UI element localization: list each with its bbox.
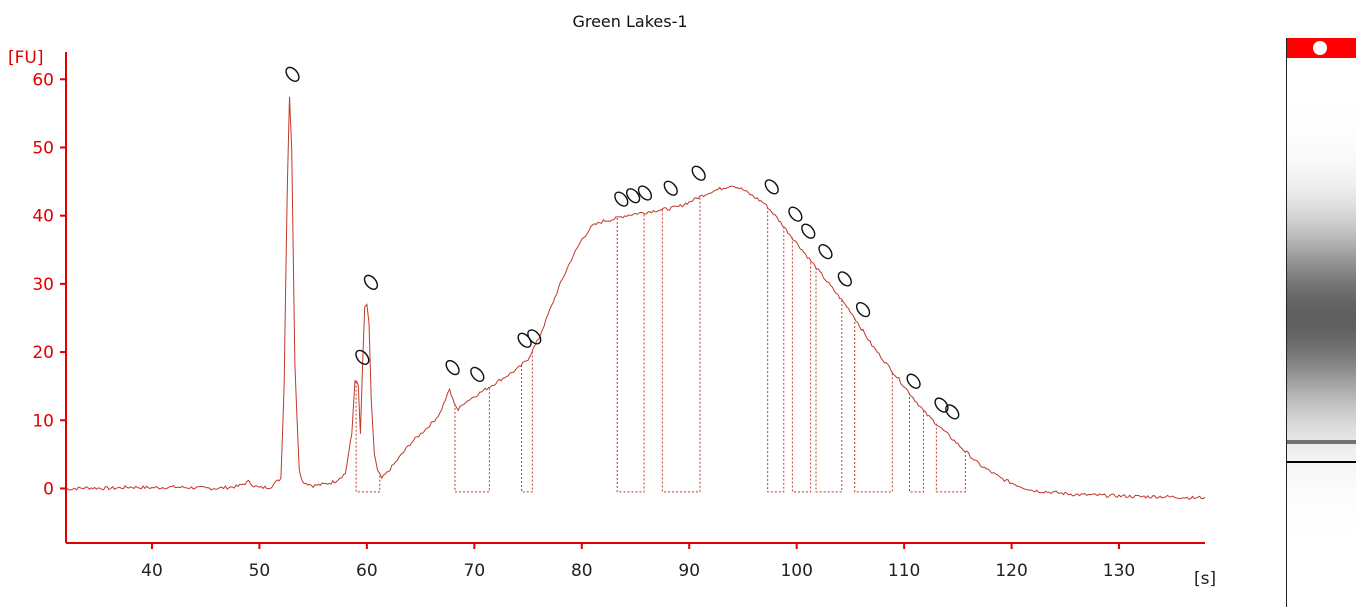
integration-window-10 [909,392,924,493]
peak-markers [285,66,960,420]
integration-window-8 [815,267,843,493]
marker-dot-icon [1313,41,1327,55]
peak-marker-2 [355,349,370,365]
peak-marker-13 [764,179,779,195]
integration-window-6 [767,207,785,493]
gel-band-2 [1287,440,1356,444]
x-axis-label: [s] [1194,569,1216,589]
y-tick-label-50: 50 [32,138,54,158]
peak-marker-15 [801,223,816,239]
peak-marker-7 [527,329,542,345]
y-tick-label-10: 10 [32,411,54,431]
integration-window-1 [355,381,381,493]
axes: 0 10 20 30 40 50 60 40 50 60 70 80 90 100 110 120 130 [32,52,1205,581]
y-tick-label-60: 60 [32,70,54,90]
peak-marker-5 [470,366,485,383]
peak-marker-14 [788,206,803,222]
integration-window-3 [521,350,533,493]
chart-title: Green Lakes-1 [572,12,688,31]
gel-lane-bands [1287,58,1356,578]
peak-marker-16 [818,244,833,260]
x-tick-label-50: 50 [249,561,271,581]
x-tick-label-80: 80 [571,561,593,581]
peak-marker-8 [614,191,629,207]
peak-marker-21 [945,404,960,420]
y-axis-label: [FU] [8,48,44,68]
peak-marker-1 [285,66,300,82]
x-tick-label-60: 60 [356,561,378,581]
x-tick-label-40: 40 [141,561,163,581]
peak-marker-11 [663,180,678,196]
electropherogram-plot: 0 10 20 30 40 50 60 40 50 60 70 80 90 100 110 120 130 [F… [8,48,1216,589]
signal-trace-group [65,96,1206,500]
x-tick-label-120: 120 [995,561,1027,581]
peak-marker-3 [363,274,379,290]
integration-windows [355,196,966,493]
y-tick-label-30: 30 [32,275,54,295]
peak-marker-17 [837,271,852,287]
integration-window-4 [616,212,645,493]
integration-window-2 [454,386,490,493]
y-tick-label-20: 20 [32,343,54,363]
peak-marker-4 [445,359,460,376]
peak-marker-9 [626,188,641,204]
signal-trace [65,96,1206,500]
peak-marker-19 [906,373,921,389]
integration-window-11 [935,423,966,493]
integration-window-9 [854,317,893,493]
peak-marker-12 [691,165,706,181]
y-tick-label-40: 40 [32,207,54,227]
integration-window-5 [661,196,701,493]
peak-marker-10 [637,185,653,201]
gel-band-1 [1287,461,1356,463]
x-tick-label-70: 70 [464,561,486,581]
x-tick-label-110: 110 [888,561,920,581]
y-tick-label-0: 0 [43,479,54,499]
gel-lane-image [1286,38,1356,607]
x-tick-label-130: 130 [1103,561,1135,581]
gel-marker-bar [1287,38,1356,58]
x-tick-label-90: 90 [678,561,700,581]
peak-marker-18 [855,301,871,318]
x-tick-label-100: 100 [780,561,812,581]
integration-window-7 [791,237,812,493]
